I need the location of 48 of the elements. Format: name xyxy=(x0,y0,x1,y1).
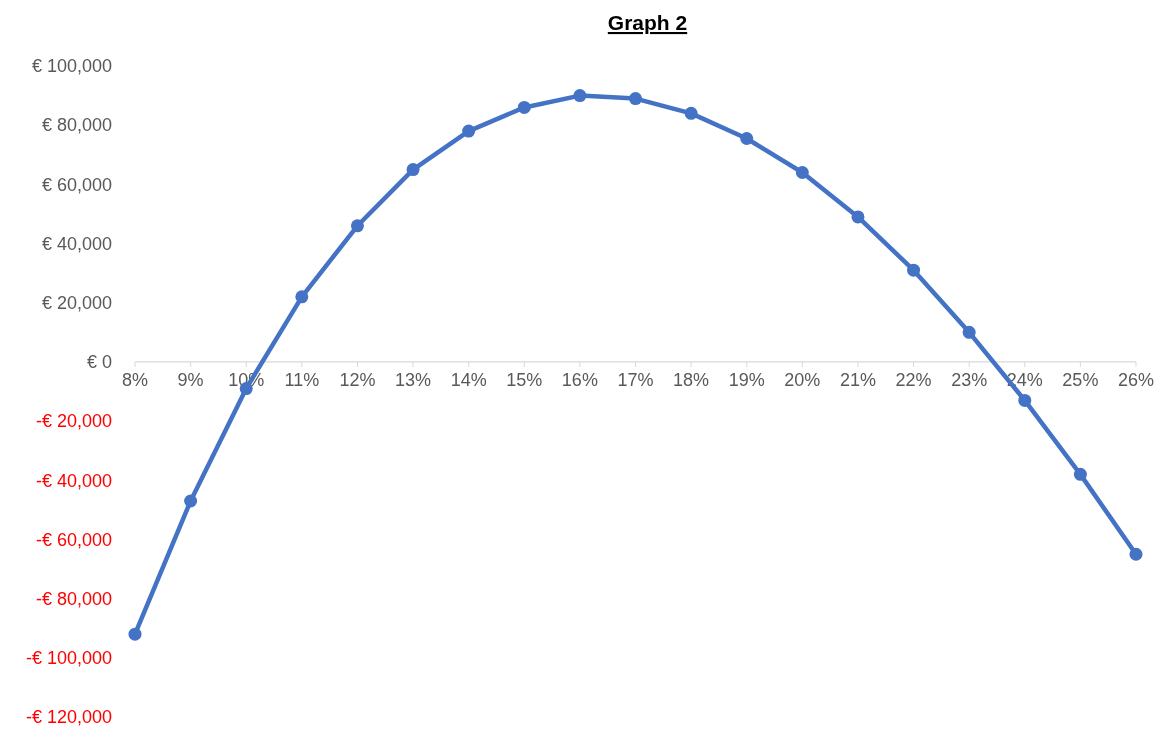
x-tick-label: 26% xyxy=(1117,370,1155,391)
point xyxy=(295,290,309,304)
x-tick-label: 16% xyxy=(561,370,598,391)
y-tick-label: € 60,000 xyxy=(41,174,112,195)
x-tick-label: 25% xyxy=(1062,370,1099,391)
point xyxy=(962,325,976,339)
point xyxy=(462,124,476,138)
x-tick-label: 17% xyxy=(617,370,654,391)
x-tick-label: 11% xyxy=(284,370,320,391)
y-tick-label: -€ 60,000 xyxy=(35,529,112,550)
x-tick-label: 20% xyxy=(784,370,821,391)
chart-title: Graph 2 xyxy=(607,11,688,34)
y-tick-label: € 40,000 xyxy=(41,233,112,254)
y-tick-label: -€ 80,000 xyxy=(35,588,112,609)
point xyxy=(740,132,754,145)
y-tick-label: € 100,000 xyxy=(31,56,112,77)
point xyxy=(517,100,531,114)
y-tick-label: € 80,000 xyxy=(41,115,112,136)
y-tick-label: -€ 100,000 xyxy=(25,648,112,669)
y-tick-label: -€ 40,000 xyxy=(35,470,112,491)
point xyxy=(795,166,809,180)
x-tick-label: 18% xyxy=(673,370,710,391)
x-tick-label: 21% xyxy=(839,370,876,391)
point xyxy=(350,219,364,233)
x-tick-label: 22% xyxy=(895,370,932,391)
x-tick-label: 19% xyxy=(728,370,765,391)
x-tick-label: 23% xyxy=(951,370,988,391)
point xyxy=(907,263,921,277)
y-tick-label: -€ 120,000 xyxy=(25,707,112,728)
x-tick-label: 14% xyxy=(450,370,487,391)
point xyxy=(1129,547,1143,561)
x-tick-label: 13% xyxy=(395,370,432,391)
point xyxy=(128,627,142,641)
y-tick-label: € 0 xyxy=(86,352,112,373)
point xyxy=(629,92,642,106)
point xyxy=(684,106,698,120)
point xyxy=(573,89,587,103)
point xyxy=(406,163,420,177)
y-tick-label: € 20,000 xyxy=(41,293,112,314)
x-tick-label: 12% xyxy=(339,370,376,391)
x-tick-label: 8% xyxy=(121,370,149,391)
point xyxy=(1073,467,1087,481)
x-tick-label: 9% xyxy=(177,370,204,391)
point xyxy=(1018,393,1032,407)
point xyxy=(184,494,198,508)
point xyxy=(851,210,865,224)
x-tick-label: 15% xyxy=(506,370,543,391)
y-tick-label: -€ 20,000 xyxy=(35,411,112,432)
